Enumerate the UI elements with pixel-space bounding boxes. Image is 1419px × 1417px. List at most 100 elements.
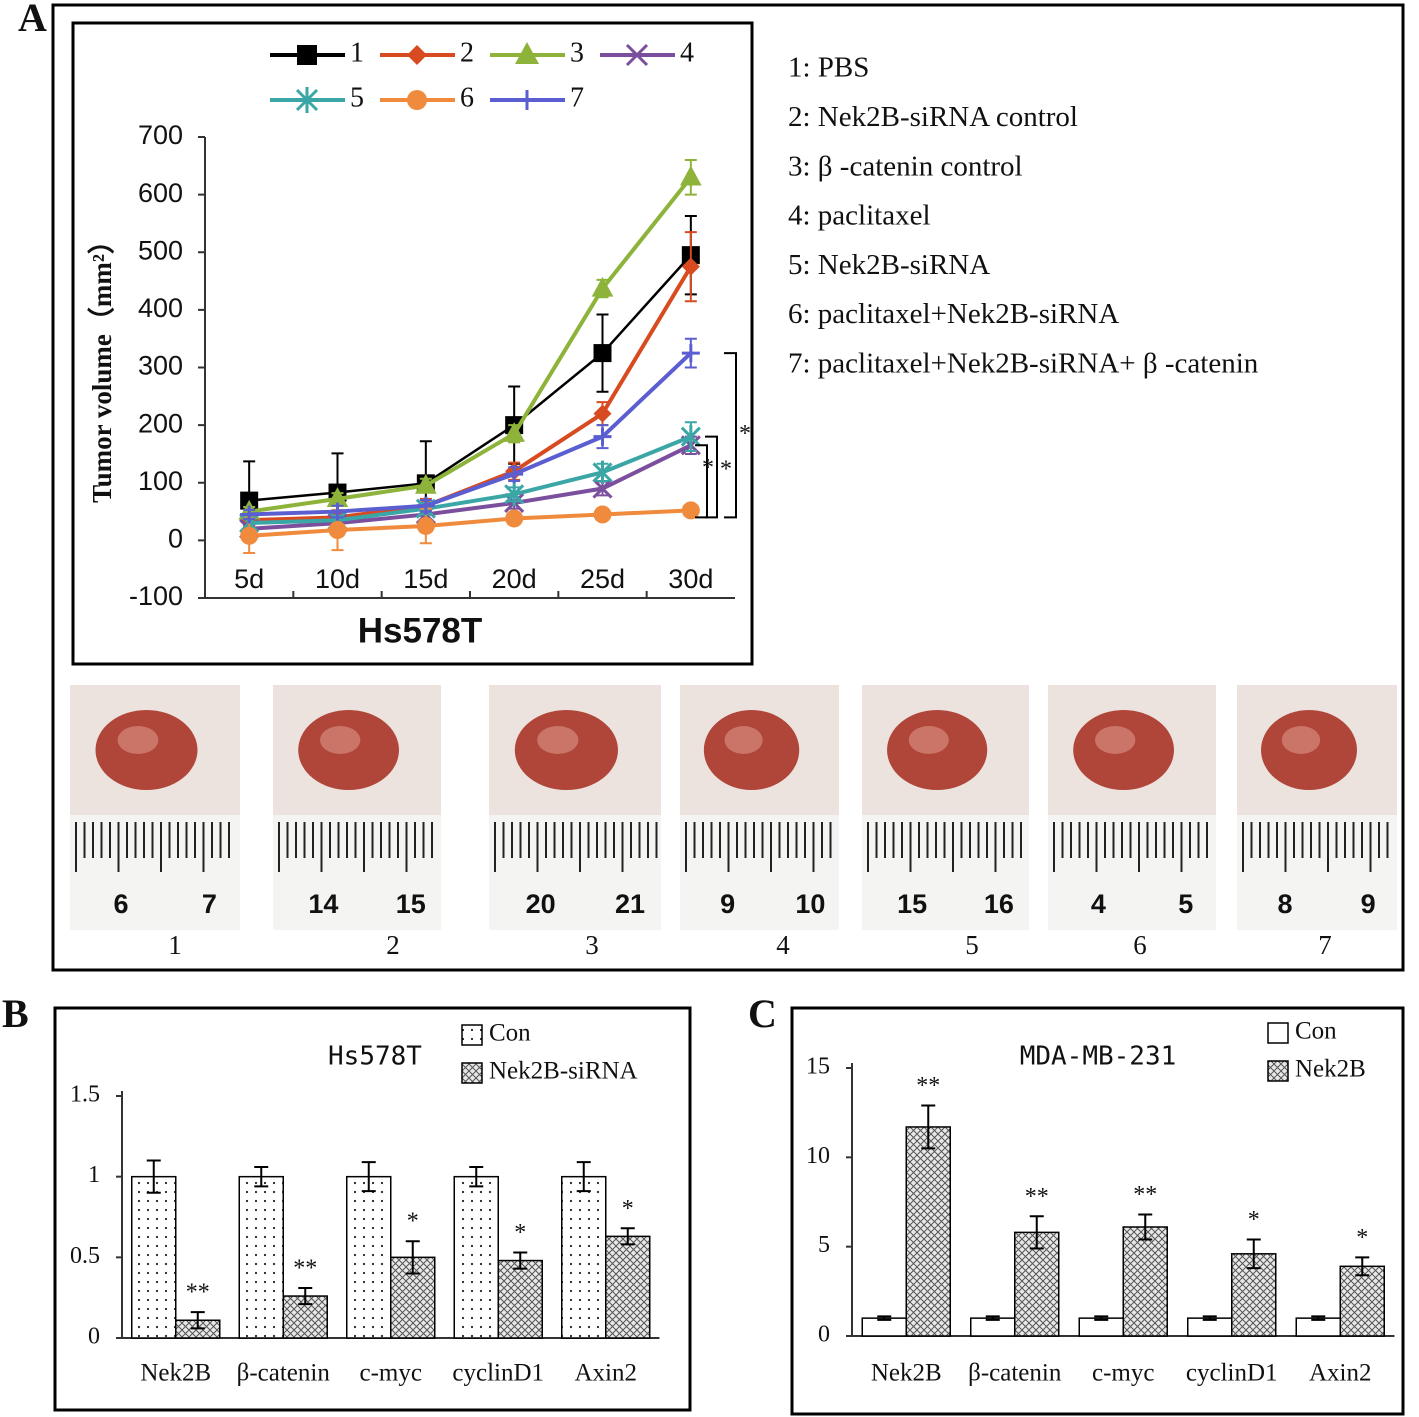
error-bar [576, 1161, 591, 1193]
bar [905, 1126, 951, 1337]
significance-label: ** [293, 1255, 317, 1281]
significance-label: * [514, 1220, 526, 1246]
error-bar [1029, 1215, 1044, 1250]
bar [131, 1175, 177, 1339]
x-tick-label: 10d [315, 564, 360, 594]
y-tick-label: 15 [806, 1054, 830, 1080]
ruler [273, 815, 441, 930]
panel-c-frame [790, 1006, 1405, 1416]
legend-label: Con [489, 1020, 531, 1047]
significance-label: ** [1025, 1184, 1049, 1210]
y-tick-label: 500 [138, 235, 183, 265]
marker-shape [593, 427, 612, 446]
chart-title: Hs578T [358, 611, 483, 650]
marker-shape [680, 165, 702, 186]
marker-shape [505, 465, 524, 484]
y-tick-label: 300 [138, 351, 183, 381]
marker-shape [505, 509, 524, 528]
bar [1014, 1231, 1060, 1337]
marker-shape [680, 424, 701, 449]
treatment-key: 3: β -catenin control [788, 150, 1023, 182]
marker [328, 502, 347, 521]
series-line [249, 351, 693, 517]
error-bar [361, 1161, 376, 1193]
significance-label: * [407, 1209, 419, 1235]
marker-shape [515, 42, 539, 64]
error-bar [513, 1251, 528, 1270]
error-bar [1311, 1315, 1326, 1321]
series-line [249, 508, 691, 538]
photo-label: 1 [168, 930, 182, 960]
legend-swatch [1267, 1022, 1289, 1044]
error-bar [146, 1159, 161, 1194]
marker [593, 505, 612, 524]
x-tick-label: Axin2 [575, 1360, 638, 1387]
marker [517, 90, 537, 110]
significance-label: ** [186, 1280, 210, 1306]
tumor-highlight [908, 726, 949, 754]
x-tick-label: β-catenin [237, 1360, 331, 1387]
bar [238, 1175, 284, 1339]
bar [1122, 1226, 1168, 1337]
error-bar [254, 1165, 269, 1188]
bar [497, 1259, 543, 1339]
panel-label: C [748, 991, 777, 1036]
marker-shape [592, 478, 613, 499]
significance-label: * [1248, 1207, 1260, 1233]
legend-label: Nek2B-siRNA [489, 1058, 638, 1085]
error-bar [1202, 1315, 1217, 1321]
tumor-highlight [537, 726, 579, 754]
bar [1339, 1265, 1385, 1337]
legend-label: 4 [680, 37, 694, 68]
treatment-key: 4: paclitaxel [788, 200, 931, 232]
marker [240, 505, 259, 524]
y-tick-label: 0 [168, 524, 183, 554]
marker-shape [295, 87, 319, 113]
marker-shape [681, 344, 700, 363]
y-tick-label: 0.5 [70, 1243, 100, 1269]
y-tick-label: 10 [806, 1143, 830, 1169]
ruler-number: 15 [897, 889, 927, 919]
bar [453, 1175, 499, 1339]
marker [415, 473, 437, 494]
panel-label: B [2, 991, 29, 1036]
marker-shape [326, 487, 349, 507]
significance-label: ** [1133, 1182, 1157, 1208]
marker [416, 496, 435, 515]
x-tick-label: 25d [580, 564, 625, 594]
marker-shape [681, 501, 700, 520]
marker [680, 165, 702, 186]
photo-label: 2 [386, 930, 400, 960]
ruler-number: 8 [1277, 889, 1292, 919]
marker [593, 404, 612, 423]
legend-label: 7 [570, 82, 584, 113]
panel-a-frame [51, 3, 1405, 972]
significance-label: * [739, 421, 751, 447]
x-tick-label: 5d [234, 564, 264, 594]
ruler-number: 4 [1091, 889, 1106, 919]
marker-shape [240, 526, 259, 545]
marker-shape [415, 473, 437, 494]
ruler-number: 14 [308, 889, 338, 919]
series-line [249, 265, 693, 523]
treatment-key: 2: Nek2B-siRNA control [788, 101, 1078, 133]
marker-shape [593, 344, 612, 363]
ruler-number: 16 [984, 889, 1014, 919]
x-tick-label: 30d [668, 564, 713, 594]
marker [505, 465, 524, 484]
x-tick-label: β-catenin [968, 1360, 1062, 1387]
series-line [249, 434, 692, 526]
chart-title: Hs578T [328, 1042, 422, 1072]
marker-shape [416, 496, 435, 515]
marker [515, 42, 539, 64]
marker-shape [407, 90, 427, 110]
marker [681, 344, 700, 363]
error-bar [1246, 1238, 1261, 1270]
x-tick-label: cyclinD1 [1186, 1360, 1278, 1387]
marker-shape [297, 45, 317, 65]
tumor-highlight [117, 726, 159, 754]
tumor-highlight [1095, 726, 1136, 754]
marker-shape [593, 505, 612, 524]
panel-label: A [18, 0, 47, 40]
